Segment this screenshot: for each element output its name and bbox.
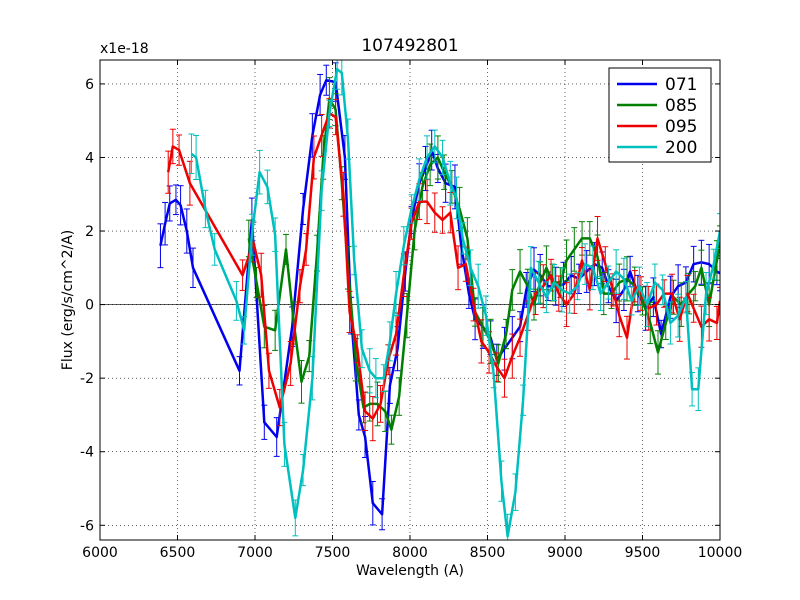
legend-label: 095 [665,117,697,137]
legend-label: 071 [665,75,697,95]
y-tick-label: -2 [80,371,94,387]
axis-ticks [99,60,721,540]
x-tick-label: 9500 [625,545,661,561]
x-tick-label: 10000 [698,545,743,561]
legend-label: 085 [665,96,697,116]
y-tick-label: 6 [85,77,94,93]
x-tick-label: 8000 [392,545,428,561]
x-tick-labels: 6000 6500 7000 7500 8000 8500 9000 9500 10000 [82,545,742,561]
x-tick-label: 6000 [82,545,118,561]
y-tick-labels: -6 -4 -2 0 2 4 6 [80,77,94,534]
y-axis-label: Flux (erg/s/cm^2/A) [60,230,76,370]
x-axis-label: Wavelength (A) [356,563,464,579]
x-tick-label: 7000 [237,545,273,561]
series-line [166,112,720,420]
x-tick-label: 9000 [547,545,583,561]
series-200 [188,60,720,540]
chart-title: 107492801 [361,36,458,56]
y-tick-label: -6 [80,518,94,534]
legend-label: 200 [665,138,697,158]
series-group [157,60,720,540]
y-tick-label: 0 [85,298,94,314]
y-tick-label: 2 [85,224,94,240]
y-offset-label: x1e-18 [100,41,149,57]
x-tick-label: 6500 [160,545,196,561]
x-tick-label: 8500 [470,545,506,561]
series-line [190,67,720,538]
x-tick-label: 7500 [315,545,351,561]
y-tick-label: -4 [80,445,94,461]
y-tick-label: 4 [85,150,94,166]
